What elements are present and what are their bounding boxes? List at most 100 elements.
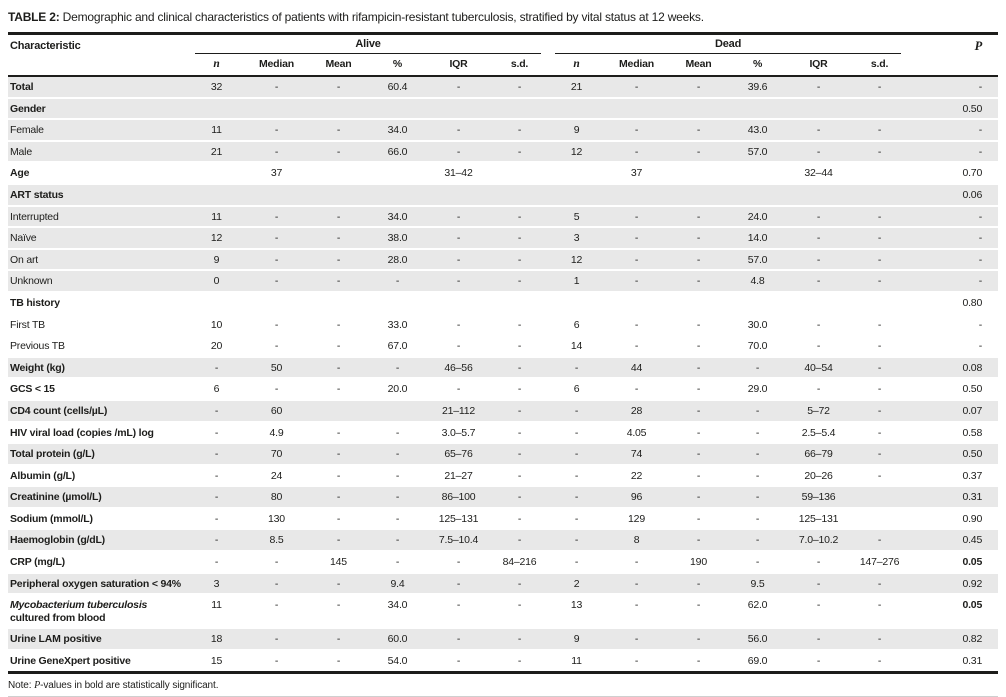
- data-cell: -: [548, 356, 606, 380]
- table-row: Naïve 12- -38.0- -3- -14.0- - -: [8, 227, 999, 250]
- data-cell: 57.0: [729, 140, 787, 164]
- data-cell: [786, 97, 852, 121]
- data-cell: [668, 183, 730, 207]
- data-cell: -: [245, 594, 308, 630]
- data-cell: -: [491, 76, 549, 99]
- row-label: Albumin (g/L): [8, 464, 188, 488]
- p-value-cell: -: [908, 248, 999, 272]
- data-cell: [668, 97, 730, 121]
- data-cell: -: [668, 119, 730, 142]
- data-cell: -: [245, 378, 308, 401]
- p-value-cell: -: [908, 270, 999, 293]
- data-cell: 13: [548, 594, 606, 630]
- table-row: CRP (mg/L) - -145- -84–216- -190- -147–276 0.0…: [8, 551, 999, 574]
- column-group-dead: Dead: [548, 35, 908, 54]
- data-cell: 60: [245, 399, 308, 423]
- p-value-cell: 0.08: [908, 356, 999, 380]
- data-cell: 33.0: [369, 313, 426, 337]
- data-cell: -: [245, 572, 308, 596]
- data-cell: 4.05: [605, 421, 669, 445]
- data-cell: -: [426, 140, 491, 164]
- data-cell: [369, 399, 426, 423]
- data-cell: -: [308, 313, 369, 337]
- data-cell: -: [851, 119, 909, 142]
- data-cell: -: [491, 464, 549, 488]
- table-row: CD4 count (cells/µL) -60 21–112- -28- -5–72-…: [8, 399, 999, 423]
- data-cell: -: [188, 399, 245, 423]
- p-value-cell: 0.31: [908, 650, 999, 674]
- data-cell: [426, 183, 491, 207]
- table-row: Total 32- -60.4- -21- -39.6- - -: [8, 76, 999, 99]
- data-cell: -: [426, 313, 491, 337]
- data-cell: -: [245, 650, 308, 674]
- column-group-alive-label: Alive: [195, 37, 542, 54]
- data-cell: 65–76: [426, 443, 491, 466]
- p-value-cell: 0.82: [908, 628, 999, 652]
- data-cell: 0: [188, 270, 245, 293]
- p-value-cell: 0.50: [908, 443, 999, 466]
- data-cell: -: [308, 507, 369, 531]
- row-label: Unknown: [8, 270, 188, 293]
- data-cell: -: [369, 486, 426, 509]
- data-cell: [369, 97, 426, 121]
- data-cell: -: [729, 529, 787, 553]
- p-value-cell: 0.07: [908, 399, 999, 423]
- data-cell: 29.0: [729, 378, 787, 401]
- data-cell: 40–54: [786, 356, 852, 380]
- data-cell: -: [426, 248, 491, 272]
- column-header-alive-median: Median: [245, 54, 308, 77]
- data-cell: -: [605, 270, 669, 293]
- data-cell: -: [426, 335, 491, 358]
- data-cell: -: [491, 572, 549, 596]
- note-significance: Note: P-values in bold are statistically…: [8, 674, 998, 697]
- data-cell: [491, 97, 549, 121]
- data-cell: -: [188, 356, 245, 380]
- data-cell: 22: [605, 464, 669, 488]
- data-cell: 70: [245, 443, 308, 466]
- data-cell: 9.4: [369, 572, 426, 596]
- data-cell: [369, 291, 426, 315]
- row-label: Previous TB: [8, 335, 188, 358]
- data-cell: -: [245, 140, 308, 164]
- data-cell: 21–112: [426, 399, 491, 423]
- data-cell: -: [426, 270, 491, 293]
- data-cell: [729, 291, 787, 315]
- data-cell: 18: [188, 628, 245, 652]
- data-cell: -: [548, 551, 606, 574]
- data-cell: [729, 162, 787, 185]
- data-cell: 37: [605, 162, 669, 185]
- table-row: Urine LAM positive 18- -60.0- -9- -56.0- -0.8…: [8, 628, 999, 652]
- row-label: On art: [8, 248, 188, 272]
- data-cell: -: [668, 76, 730, 99]
- data-cell: 32: [188, 76, 245, 99]
- data-cell: -: [851, 594, 909, 630]
- p-value-cell: 0.50: [908, 378, 999, 401]
- data-cell: -: [786, 378, 852, 401]
- row-label: Urine LAM positive: [8, 628, 188, 652]
- data-cell: -: [605, 551, 669, 574]
- data-cell: 9.5: [729, 572, 787, 596]
- data-cell: [851, 97, 909, 121]
- data-cell: [851, 291, 909, 315]
- data-cell: -: [851, 227, 909, 250]
- table-row: GCS < 15 6- -20.0- -6- -29.0- -0.50: [8, 378, 999, 401]
- data-cell: 30.0: [729, 313, 787, 337]
- data-cell: -: [729, 464, 787, 488]
- data-cell: -: [548, 486, 606, 509]
- table-row: Gender 0.50: [8, 97, 999, 121]
- p-value-cell: -: [908, 205, 999, 229]
- data-cell: [426, 291, 491, 315]
- data-cell: -: [668, 399, 730, 423]
- data-cell: -: [668, 507, 730, 531]
- data-cell: [188, 183, 245, 207]
- data-cell: -: [491, 227, 549, 250]
- data-cell: [548, 97, 606, 121]
- row-label-italic: Mycobacterium tuberculosis: [10, 599, 148, 612]
- data-cell: 39.6: [729, 76, 787, 99]
- data-cell: -: [491, 356, 549, 380]
- data-cell: -: [851, 464, 909, 488]
- table-row: Interrupted 11- -34.0- -5- -24.0- - -: [8, 205, 999, 229]
- p-value-cell: -: [908, 227, 999, 250]
- data-cell: -: [426, 205, 491, 229]
